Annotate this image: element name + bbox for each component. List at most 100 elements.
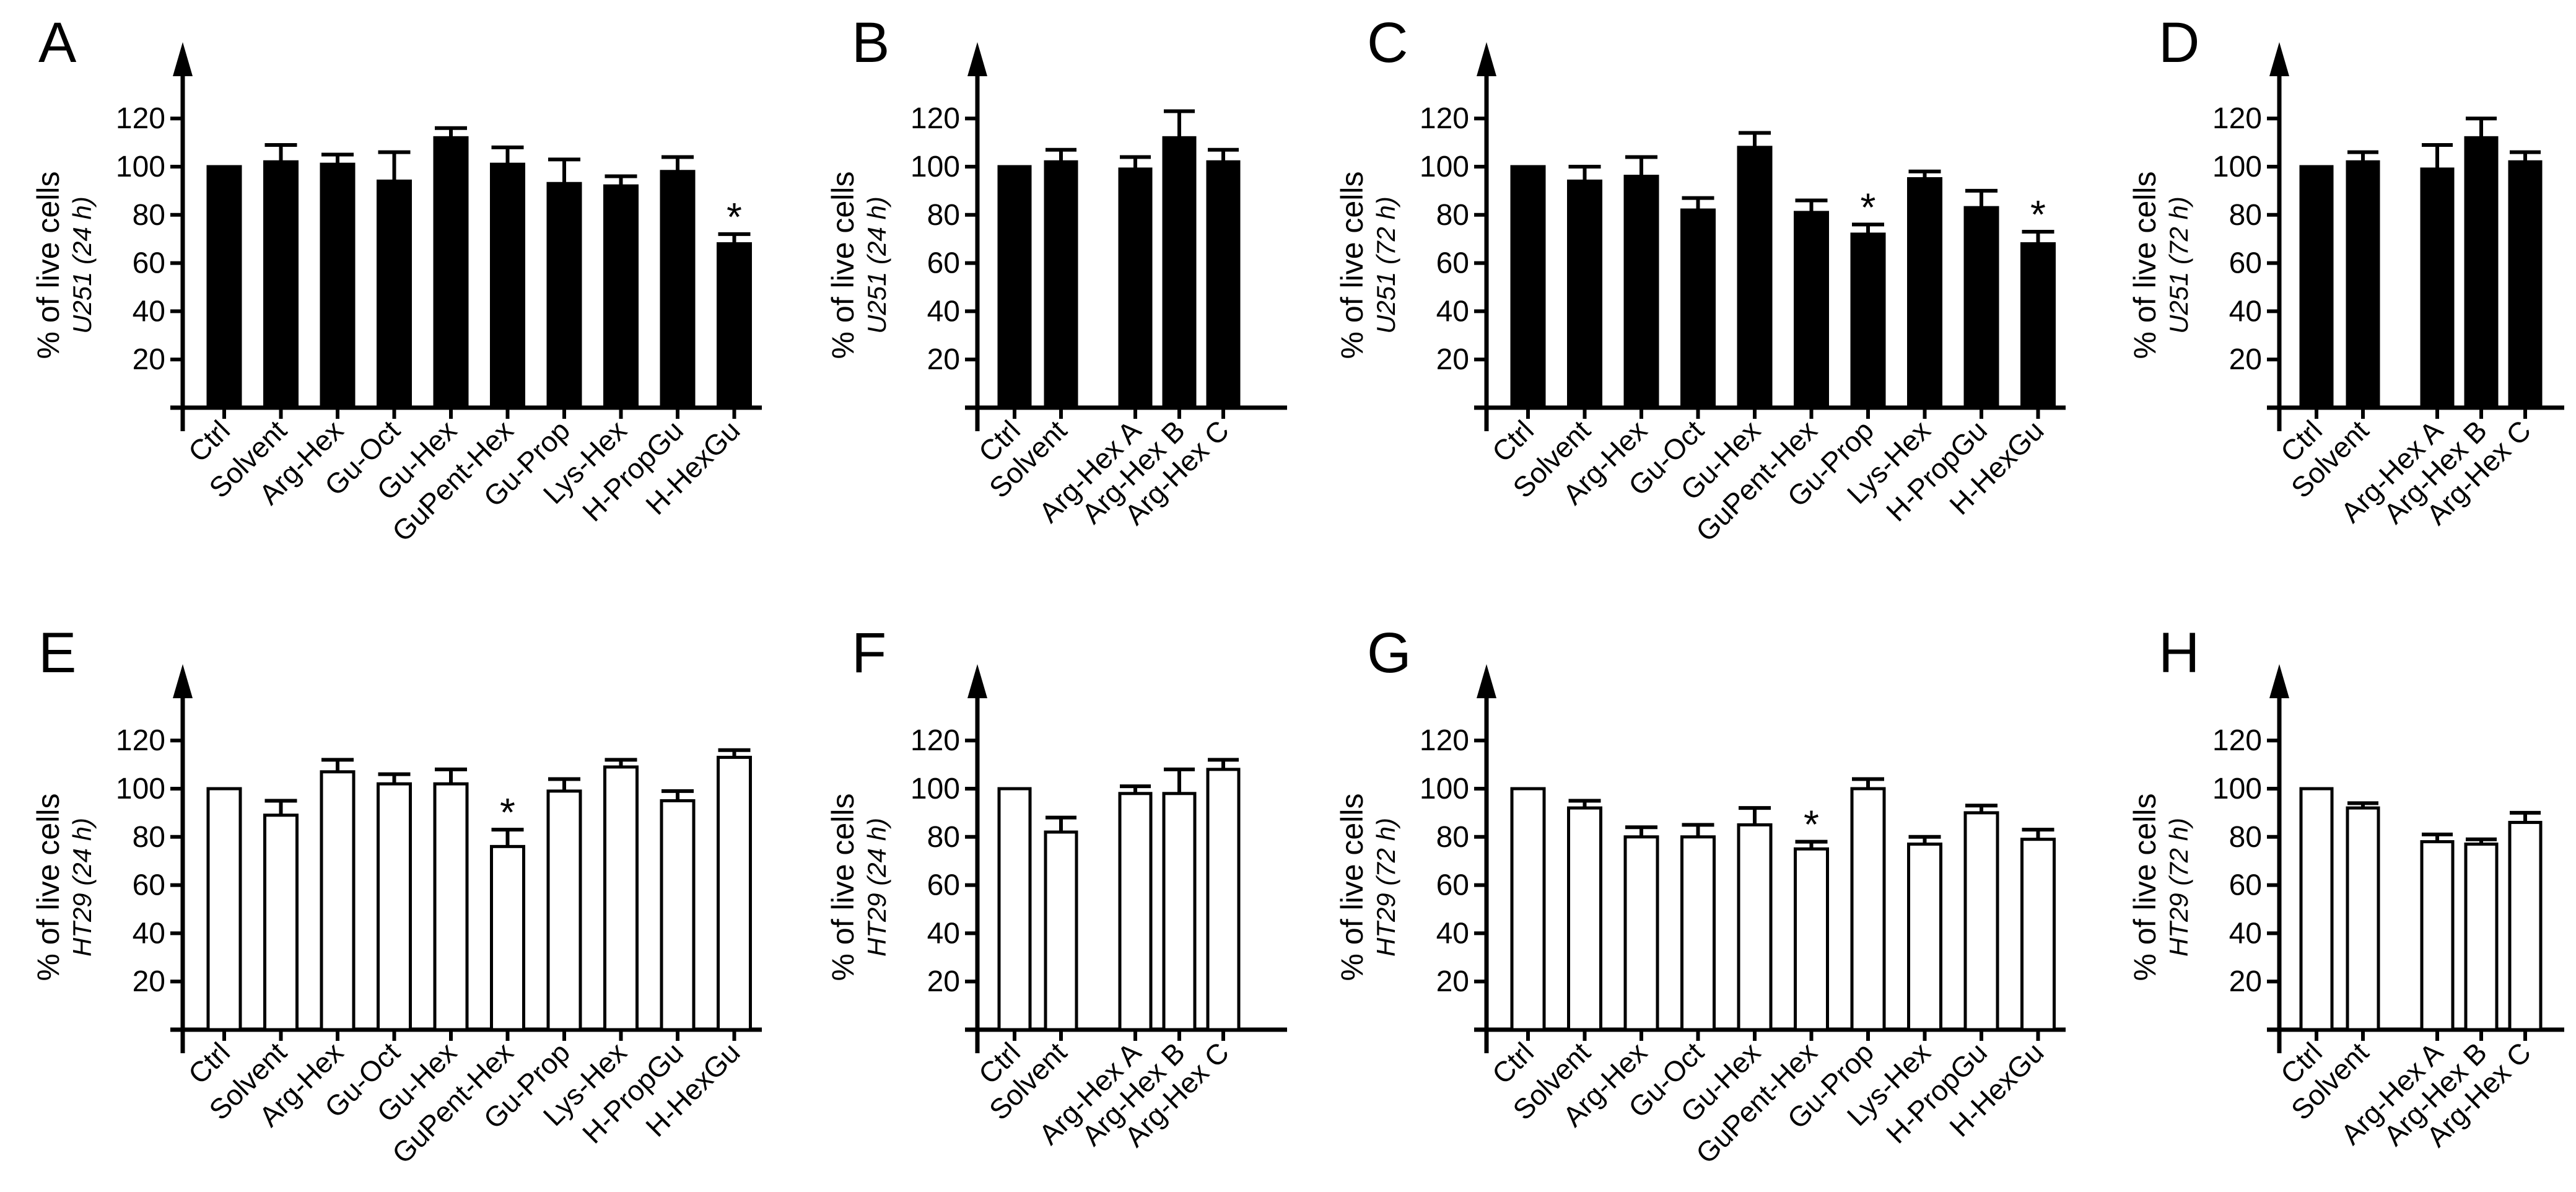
y-tick-label: 120 [2212,102,2262,135]
y-tick-label: 100 [910,151,960,183]
bar [490,162,525,410]
panel-letter: A [38,11,77,74]
bar [603,184,639,410]
bar [1118,167,1153,410]
bar [1907,177,1942,410]
bar [2464,842,2499,1032]
bar [1737,146,1773,410]
panel-letter: G [1367,621,1412,685]
bar [433,136,469,410]
y-tick-label: 80 [133,199,165,232]
y-tick-label: 40 [133,295,165,328]
bar [1206,160,1241,410]
bar [546,182,582,410]
bar [1044,830,1078,1032]
y-axis-arrow [967,42,987,76]
y-tick-label: 120 [1420,102,1469,135]
bar [1118,792,1153,1032]
bar [660,170,696,410]
bar [1907,842,1942,1032]
bar [377,782,412,1032]
y-tick-label: 120 [910,724,960,757]
y-axis-arrow [2269,42,2289,76]
y-axis-sublabel: U251 (24 h) [68,196,97,334]
bar [1044,160,1078,410]
panel-e: E % of live cells HT29 (24 h) 20 40 60 80 100 12… [31,621,762,1170]
bar [1162,136,1197,410]
y-axis-label: % of live cells [1335,794,1369,981]
panel-letter: H [2159,621,2199,685]
y-axis-sublabel: HT29 (24 h) [68,818,97,957]
y-tick-label: 120 [116,724,165,757]
y-axis-sublabel: U251 (72 h) [1371,196,1400,334]
bar [1737,823,1773,1032]
y-tick-label: 60 [927,247,960,280]
panel-d: D % of live cells U251 (72 h) 20 40 60 80 100 12… [2128,11,2564,531]
bar [320,162,356,410]
y-tick-label: 100 [910,773,960,805]
bar [1206,768,1241,1032]
bar [997,165,1032,410]
y-tick-label: 60 [2229,247,2262,280]
y-tick-label: 100 [2212,151,2262,183]
y-tick-label: 40 [927,917,960,950]
significance-star: * [1861,185,1876,229]
y-tick-label: 40 [2229,917,2262,950]
y-axis-label: % of live cells [1335,172,1369,359]
y-tick-label: 20 [1436,965,1469,998]
y-tick-label: 20 [1436,343,1469,376]
y-axis-sublabel: HT29 (72 h) [2164,818,2193,957]
y-tick-label: 80 [1436,199,1469,232]
y-tick-label: 100 [1420,773,1469,805]
y-tick-label: 60 [1436,869,1469,902]
y-axis-arrow [1477,42,1496,76]
y-tick-label: 100 [116,773,165,805]
panel-f: F % of live cells HT29 (24 h) 20 40 60 80 100 12… [826,621,1287,1153]
bar [2508,160,2543,410]
panel-c: C % of live cells U251 (72 h) 20 40 60 80 100 12… [1335,11,2066,548]
y-tick-label: 80 [927,821,960,854]
bar [603,765,639,1032]
bar [2346,806,2380,1032]
y-tick-label: 40 [133,917,165,950]
y-tick-label: 60 [2229,869,2262,902]
y-tick-label: 100 [116,151,165,183]
y-tick-label: 60 [927,869,960,902]
bar [1623,835,1659,1032]
y-tick-label: 120 [1420,724,1469,757]
significance-star: * [500,790,515,835]
y-tick-label: 20 [133,965,165,998]
y-axis-label: % of live cells [826,172,860,359]
bar [1567,179,1602,410]
bar [1162,792,1197,1032]
bar [263,160,299,410]
y-axis-label: % of live cells [31,794,66,981]
panel-a: A % of live cells U251 (24 h) 20 40 60 80 100 12… [31,11,762,548]
y-tick-label: 60 [133,869,165,902]
y-axis-label: % of live cells [2128,172,2162,359]
bar [2299,165,2334,410]
bar [997,787,1032,1032]
y-axis-arrow [1477,664,1496,698]
y-tick-label: 80 [2229,199,2262,232]
bar [660,799,696,1032]
bar [717,755,752,1032]
y-axis-arrow [2269,664,2289,698]
bar [1567,806,1602,1032]
y-axis-label: % of live cells [31,172,66,359]
bar [1510,165,1546,410]
y-axis-label: % of live cells [2128,794,2162,981]
y-axis-sublabel: HT29 (24 h) [862,818,891,957]
bar [1623,175,1659,410]
bar [1510,787,1546,1032]
y-tick-label: 100 [2212,773,2262,805]
bar [2464,136,2499,410]
bar [433,782,469,1032]
y-tick-label: 40 [1436,295,1469,328]
y-tick-label: 20 [927,343,960,376]
bar [2420,840,2455,1032]
bar [490,844,525,1032]
panel-letter: B [852,11,889,74]
panel-letter: E [38,621,76,685]
